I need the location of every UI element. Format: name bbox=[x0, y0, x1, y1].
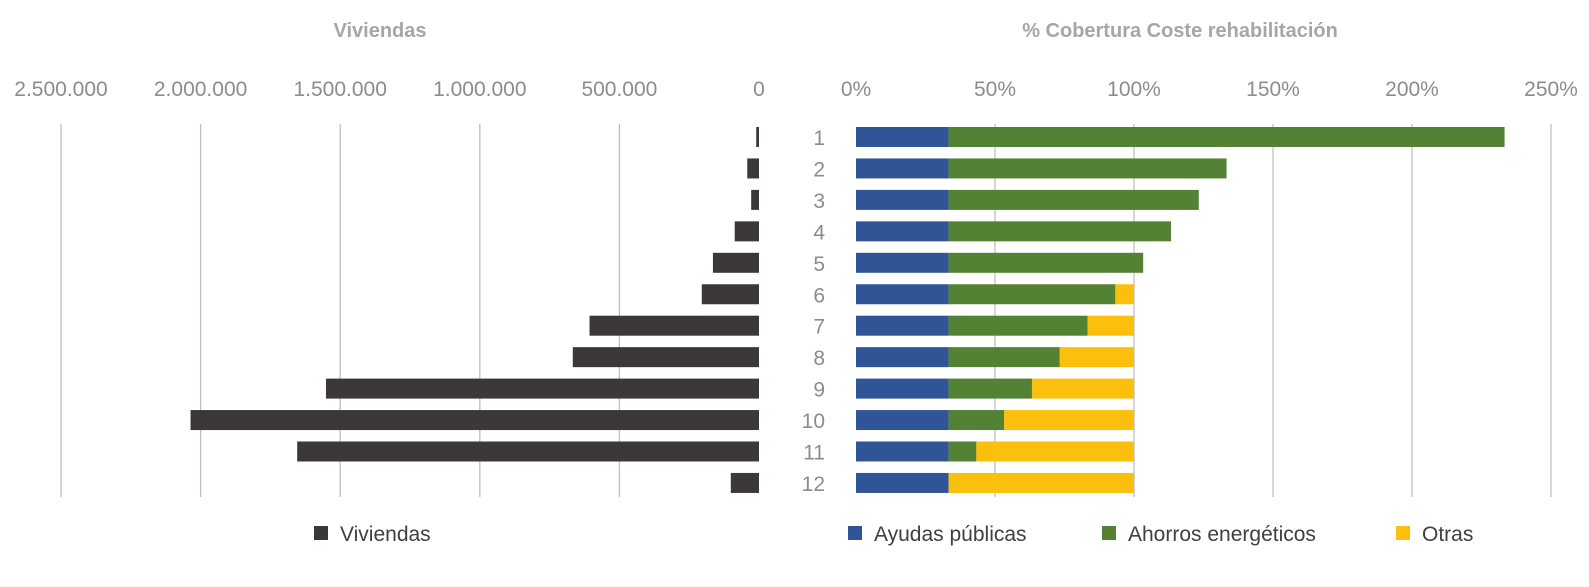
bar-segment-ahorros-energ-ticos-5 bbox=[948, 252, 1144, 273]
legend-swatch bbox=[848, 526, 862, 540]
left-chart-title: Viviendas bbox=[333, 20, 426, 42]
bar-segment-ayudas-p-blicas-3 bbox=[856, 189, 949, 210]
bar-segment-ayudas-p-blicas-12 bbox=[856, 472, 949, 493]
x-tick-label: 0 bbox=[753, 78, 765, 101]
legend-swatch bbox=[1396, 526, 1410, 540]
right-chart-title: % Cobertura Coste rehabilitación bbox=[1022, 20, 1338, 42]
category-label: 4 bbox=[813, 221, 825, 244]
bar-segment-ayudas-p-blicas-8 bbox=[856, 347, 949, 368]
bar-viviendas-4 bbox=[734, 221, 759, 242]
bar-segment-otras-9 bbox=[1031, 378, 1134, 399]
x-tick-label: 150% bbox=[1246, 78, 1300, 101]
bar-segment-otras-8 bbox=[1059, 347, 1134, 368]
legend-label: Ahorros energéticos bbox=[1128, 523, 1316, 546]
bar-segment-ayudas-p-blicas-7 bbox=[856, 315, 949, 336]
bar-viviendas-7 bbox=[589, 315, 759, 336]
category-label: 7 bbox=[813, 316, 825, 339]
bar-segment-ayudas-p-blicas-9 bbox=[856, 378, 949, 399]
bar-viviendas-1 bbox=[756, 127, 759, 147]
category-label: 5 bbox=[813, 253, 825, 276]
legend-swatch bbox=[314, 526, 328, 540]
bar-segment-ahorros-energ-ticos-3 bbox=[948, 189, 1199, 210]
bar-viviendas-3 bbox=[751, 189, 759, 210]
bar-viviendas-11 bbox=[297, 441, 759, 462]
bar-segment-ahorros-energ-ticos-1 bbox=[948, 127, 1505, 147]
bar-segment-ahorros-energ-ticos-10 bbox=[948, 410, 1005, 431]
x-tick-label: 250% bbox=[1524, 78, 1578, 101]
legend: Viviendas Ayudas públicas Ahorros energéti… bbox=[314, 523, 1473, 546]
legend-swatch bbox=[1102, 526, 1116, 540]
left-chart: 2.500.000 2.000.000 1.500.000 1.000.000 500.… bbox=[14, 78, 765, 497]
category-label: 1 bbox=[813, 127, 825, 150]
bar-viviendas-2 bbox=[747, 158, 759, 179]
category-label: 2 bbox=[813, 158, 825, 181]
bar-segment-otras-6 bbox=[1115, 284, 1134, 305]
bar-viviendas-6 bbox=[701, 284, 759, 305]
x-tick-label: 2.000.000 bbox=[154, 78, 247, 101]
category-label: 10 bbox=[802, 410, 825, 433]
x-tick-label: 50% bbox=[974, 78, 1016, 101]
category-label: 3 bbox=[813, 190, 825, 213]
bar-segment-ayudas-p-blicas-4 bbox=[856, 221, 949, 242]
bar-segment-otras-10 bbox=[1004, 410, 1134, 431]
x-tick-label: 1.500.000 bbox=[293, 78, 386, 101]
category-label: 11 bbox=[803, 442, 825, 465]
legend-label: Viviendas bbox=[340, 523, 431, 546]
category-label: 12 bbox=[802, 473, 825, 496]
bar-segment-otras-11 bbox=[976, 441, 1134, 462]
bar-segment-ahorros-energ-ticos-9 bbox=[948, 378, 1032, 399]
bar-segment-ayudas-p-blicas-1 bbox=[856, 127, 949, 147]
bar-segment-ayudas-p-blicas-11 bbox=[856, 441, 949, 462]
bar-viviendas-8 bbox=[572, 347, 759, 368]
x-tick-label: 2.500.000 bbox=[14, 78, 107, 101]
x-tick-label: 100% bbox=[1107, 78, 1161, 101]
category-label: 6 bbox=[813, 284, 825, 307]
bar-segment-ahorros-energ-ticos-4 bbox=[948, 221, 1171, 242]
bar-segment-ahorros-energ-ticos-7 bbox=[948, 315, 1088, 336]
bar-segment-ahorros-energ-ticos-11 bbox=[948, 441, 977, 462]
bar-viviendas-9 bbox=[325, 378, 759, 399]
bar-segment-ayudas-p-blicas-6 bbox=[856, 284, 949, 305]
bar-segment-ayudas-p-blicas-5 bbox=[856, 252, 949, 273]
bar-segment-ayudas-p-blicas-2 bbox=[856, 158, 949, 179]
bar-viviendas-12 bbox=[730, 472, 759, 493]
x-tick-label: 500.000 bbox=[581, 78, 657, 101]
category-label: 8 bbox=[813, 347, 825, 370]
bar-segment-ayudas-p-blicas-10 bbox=[856, 410, 949, 431]
bar-viviendas-5 bbox=[712, 252, 759, 273]
bar-segment-ahorros-energ-ticos-8 bbox=[948, 347, 1060, 368]
x-tick-label: 200% bbox=[1385, 78, 1439, 101]
bar-viviendas-10 bbox=[190, 410, 759, 431]
bar-segment-otras-7 bbox=[1087, 315, 1134, 336]
legend-label: Ayudas públicas bbox=[874, 523, 1027, 546]
legend-label: Otras bbox=[1422, 523, 1473, 546]
bar-segment-ahorros-energ-ticos-2 bbox=[948, 158, 1227, 179]
bar-segment-otras-12 bbox=[948, 472, 1134, 493]
category-label: 9 bbox=[813, 379, 825, 402]
x-tick-label: 0% bbox=[841, 78, 871, 101]
x-tick-label: 1.000.000 bbox=[433, 78, 526, 101]
bar-segment-ahorros-energ-ticos-6 bbox=[948, 284, 1116, 305]
